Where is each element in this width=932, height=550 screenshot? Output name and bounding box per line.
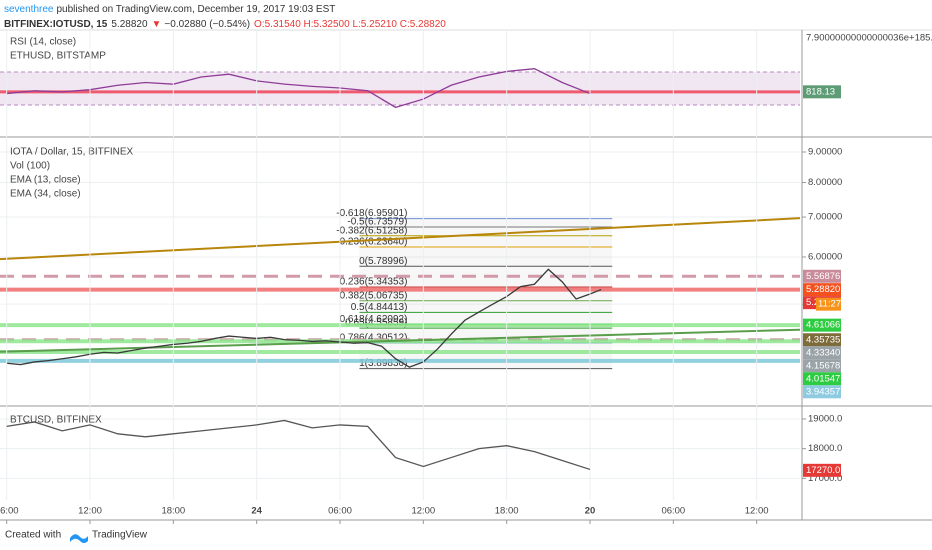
- author[interactable]: seventhree: [4, 4, 54, 15]
- price-label: 4.15678: [806, 360, 840, 371]
- y-tick-label: 18000.0: [808, 443, 842, 454]
- y-tick-label: 6.00000: [808, 251, 842, 262]
- x-tick-label: 06:00: [328, 506, 352, 517]
- trendline: [0, 217, 801, 261]
- rsi-band: [0, 72, 800, 105]
- x-tick-label: 24: [251, 506, 262, 517]
- indicator-legend: Vol (100): [10, 161, 50, 172]
- last-price: 5.28820: [111, 19, 148, 30]
- fib-zone: [359, 218, 613, 369]
- indicator-legend: EMA (34, close): [10, 189, 81, 200]
- price-label-bg: [803, 269, 841, 283]
- price-label-bg: [803, 85, 841, 99]
- symbol-line: BITFINEX:IOTUSD, 15 5.28820 ▼ −0.02880 (−0.…: [4, 19, 446, 30]
- trendline: [0, 328, 801, 353]
- indicator-legend: EMA (13, close): [10, 175, 81, 186]
- created-with: Created with: [5, 530, 61, 541]
- chart-layer: 7.90000000000000036e+185.00 RSI (14, clos…: [0, 30, 932, 524]
- indicator-legend: RSI (14, close): [10, 37, 76, 48]
- price-label-bg: [803, 385, 841, 399]
- price-label: 5.56876: [806, 271, 840, 282]
- price-label: 5.28820: [806, 284, 840, 295]
- price-label-bg: [803, 346, 841, 360]
- price-label: 4.35735: [806, 334, 840, 345]
- price-line: [6, 419, 591, 471]
- fib-label: 0.382(5.06735): [340, 290, 408, 301]
- change: −0.02880 (−0.54%): [164, 19, 250, 30]
- price-label: 4.01547: [806, 373, 840, 384]
- y-tick-label: 9.00000: [808, 147, 842, 158]
- x-tick-label: 12:00: [78, 506, 102, 517]
- chart-title: IOTA / Dollar, 15, BITFINEX: [10, 147, 134, 158]
- brand[interactable]: TradingView: [92, 530, 148, 541]
- price-label-bg: [803, 318, 841, 332]
- price-label-bg: [803, 359, 841, 373]
- x-tick-label: 20: [585, 506, 596, 517]
- published: published on TradingView.com, December 1…: [56, 4, 335, 15]
- fib-label: 0.618(4.62092): [340, 314, 408, 325]
- fib-label: -0.5(6.73579): [347, 217, 407, 228]
- axis-label: 7.90000000000000036e+185.00: [806, 33, 932, 44]
- price-label-bg: [803, 372, 841, 386]
- logo-icon: [70, 534, 88, 543]
- series-legend: ETHUSD, BITSTAMP: [10, 51, 106, 62]
- x-tick-label: 18:00: [495, 506, 519, 517]
- y-tick-label: 7.00000: [808, 212, 842, 223]
- price-label: 4.33340: [806, 347, 840, 358]
- price-line: [6, 68, 591, 109]
- price-label: 3.94357: [806, 386, 840, 397]
- countdown: 11:27: [818, 299, 841, 310]
- x-tick-label: 12:00: [411, 506, 435, 517]
- x-tick-label: 06:00: [661, 506, 685, 517]
- fib-label: -0.236(6.23640): [336, 237, 407, 248]
- fib-label: 0.236(5.34353): [340, 277, 408, 288]
- x-tick-label: 18:00: [161, 506, 185, 517]
- y-tick-label: 17000.0: [808, 473, 842, 484]
- price-label: 4.61066: [806, 320, 840, 331]
- x-tick-label: 06:00: [0, 506, 19, 517]
- x-tick-label: 12:00: [745, 506, 769, 517]
- fib-label: 0(5.78996): [359, 256, 407, 267]
- price-label: 17270.0: [806, 465, 840, 476]
- fib-label: -0.382(6.51258): [336, 225, 407, 236]
- price-label-bg: [803, 463, 841, 477]
- price-label-bg: [803, 333, 841, 347]
- countdown-bg: [816, 297, 841, 311]
- arrow: ▼: [152, 19, 162, 30]
- price-label-bg: [803, 283, 841, 297]
- fib-label: 1(3.89830): [359, 358, 407, 369]
- logo[interactable]: [70, 534, 88, 543]
- fib-label: -0.618(6.95901): [336, 208, 407, 219]
- series-legend: BTCUSD, BITFINEX: [10, 415, 102, 426]
- y-tick-label: 8.00000: [808, 177, 842, 188]
- ohlc: O:5.31540 H:5.32500 L:5.25210 C:5.28820: [254, 19, 446, 30]
- publish-line: seventhree published on TradingView.com, …: [4, 4, 335, 15]
- y-tick-label: 19000.0: [808, 413, 842, 424]
- fib-label: 0.786(4.30512): [340, 333, 408, 344]
- price-line: [6, 268, 602, 368]
- fib-label: 0.5(4.84413): [351, 302, 408, 313]
- symbol: BITFINEX:IOTUSD, 15: [4, 19, 108, 30]
- price-label: 818.13: [806, 86, 835, 97]
